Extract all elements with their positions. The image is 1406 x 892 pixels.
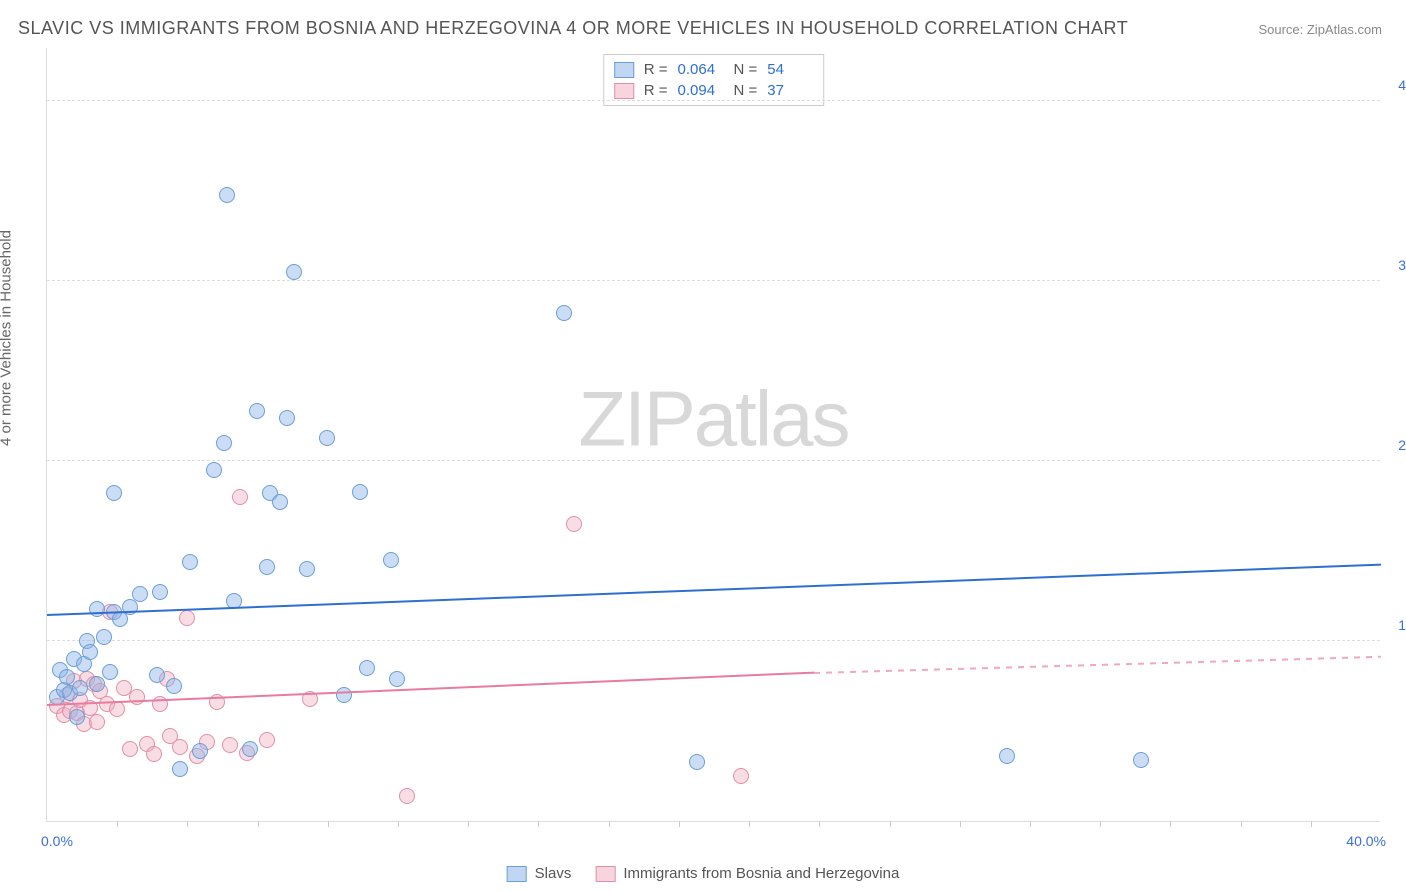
y-tick-label: 40.0% — [1386, 77, 1406, 93]
scatter-point — [129, 689, 145, 705]
gridline — [47, 460, 1380, 461]
gridline — [47, 100, 1380, 101]
scatter-point — [109, 701, 125, 717]
x-tick-mark — [819, 821, 820, 827]
scatter-point — [219, 187, 235, 203]
scatter-point — [146, 746, 162, 762]
swatch-blue — [614, 62, 634, 78]
scatter-point — [242, 741, 258, 757]
scatter-point — [232, 489, 248, 505]
trend-line — [814, 656, 1381, 674]
x-tick-mark — [1241, 821, 1242, 827]
watermark: ZIPatlas — [578, 374, 848, 465]
scatter-point — [82, 644, 98, 660]
scatter-point — [192, 743, 208, 759]
scatter-point — [69, 709, 85, 725]
scatter-point — [96, 629, 112, 645]
scatter-point — [166, 678, 182, 694]
scatter-point — [272, 494, 288, 510]
x-tick-mark — [328, 821, 329, 827]
legend-item-slavs: Slavs — [507, 865, 572, 882]
scatter-point — [733, 768, 749, 784]
x-tick-mark — [1100, 821, 1101, 827]
scatter-point — [106, 485, 122, 501]
scatter-point — [299, 561, 315, 577]
scatter-point — [72, 680, 88, 696]
scatter-point — [122, 741, 138, 757]
x-tick-mark — [1030, 821, 1031, 827]
y-tick-label: 30.0% — [1386, 257, 1406, 273]
scatter-point — [566, 516, 582, 532]
scatter-point — [172, 761, 188, 777]
legend-item-bosnia: Immigrants from Bosnia and Herzegovina — [595, 865, 899, 882]
scatter-chart: ZIPatlas R = 0.064 N = 54 R = 0.094 N = … — [46, 48, 1380, 822]
scatter-point — [149, 667, 165, 683]
x-tick-mark — [1311, 821, 1312, 827]
scatter-point — [172, 739, 188, 755]
gridline — [47, 280, 1380, 281]
x-tick-mark — [679, 821, 680, 827]
scatter-point — [179, 610, 195, 626]
y-tick-label: 10.0% — [1386, 617, 1406, 633]
swatch-pink — [595, 866, 615, 882]
scatter-point — [279, 410, 295, 426]
scatter-point — [206, 462, 222, 478]
trend-line — [47, 563, 1381, 615]
scatter-point — [999, 748, 1015, 764]
legend-label: Immigrants from Bosnia and Herzegovina — [623, 865, 899, 882]
swatch-pink — [614, 83, 634, 99]
scatter-point — [359, 660, 375, 676]
legend-row-blue: R = 0.064 N = 54 — [614, 59, 814, 80]
x-tick-mark — [258, 821, 259, 827]
x-tick-label: 40.0% — [1346, 833, 1386, 849]
scatter-point — [352, 484, 368, 500]
scatter-point — [556, 305, 572, 321]
correlation-legend: R = 0.064 N = 54 R = 0.094 N = 37 — [603, 54, 825, 106]
scatter-point — [1133, 752, 1149, 768]
scatter-point — [383, 552, 399, 568]
y-axis-label: 4 or more Vehicles in Household — [0, 230, 15, 446]
scatter-point — [222, 737, 238, 753]
legend-row-pink: R = 0.094 N = 37 — [614, 80, 814, 101]
scatter-point — [389, 671, 405, 687]
gridline — [47, 640, 1380, 641]
scatter-point — [259, 559, 275, 575]
scatter-point — [89, 676, 105, 692]
x-tick-mark — [609, 821, 610, 827]
swatch-blue — [507, 866, 527, 882]
scatter-point — [216, 435, 232, 451]
chart-title: SLAVIC VS IMMIGRANTS FROM BOSNIA AND HER… — [18, 18, 1128, 39]
x-tick-mark — [960, 821, 961, 827]
scatter-point — [132, 586, 148, 602]
source-attribution: Source: ZipAtlas.com — [1258, 22, 1382, 37]
x-tick-mark — [468, 821, 469, 827]
x-tick-mark — [538, 821, 539, 827]
x-tick-mark — [749, 821, 750, 827]
legend-label: Slavs — [535, 865, 572, 882]
scatter-point — [319, 430, 335, 446]
scatter-point — [336, 687, 352, 703]
x-tick-mark — [1170, 821, 1171, 827]
x-tick-mark — [890, 821, 891, 827]
scatter-point — [399, 788, 415, 804]
y-tick-label: 20.0% — [1386, 437, 1406, 453]
scatter-point — [259, 732, 275, 748]
series-legend: Slavs Immigrants from Bosnia and Herzego… — [507, 865, 900, 882]
scatter-point — [689, 754, 705, 770]
x-tick-label: 0.0% — [41, 833, 73, 849]
x-tick-mark — [398, 821, 399, 827]
scatter-point — [89, 714, 105, 730]
scatter-point — [182, 554, 198, 570]
scatter-point — [152, 584, 168, 600]
x-tick-mark — [117, 821, 118, 827]
x-tick-mark — [187, 821, 188, 827]
scatter-point — [249, 403, 265, 419]
scatter-point — [102, 664, 118, 680]
scatter-point — [286, 264, 302, 280]
